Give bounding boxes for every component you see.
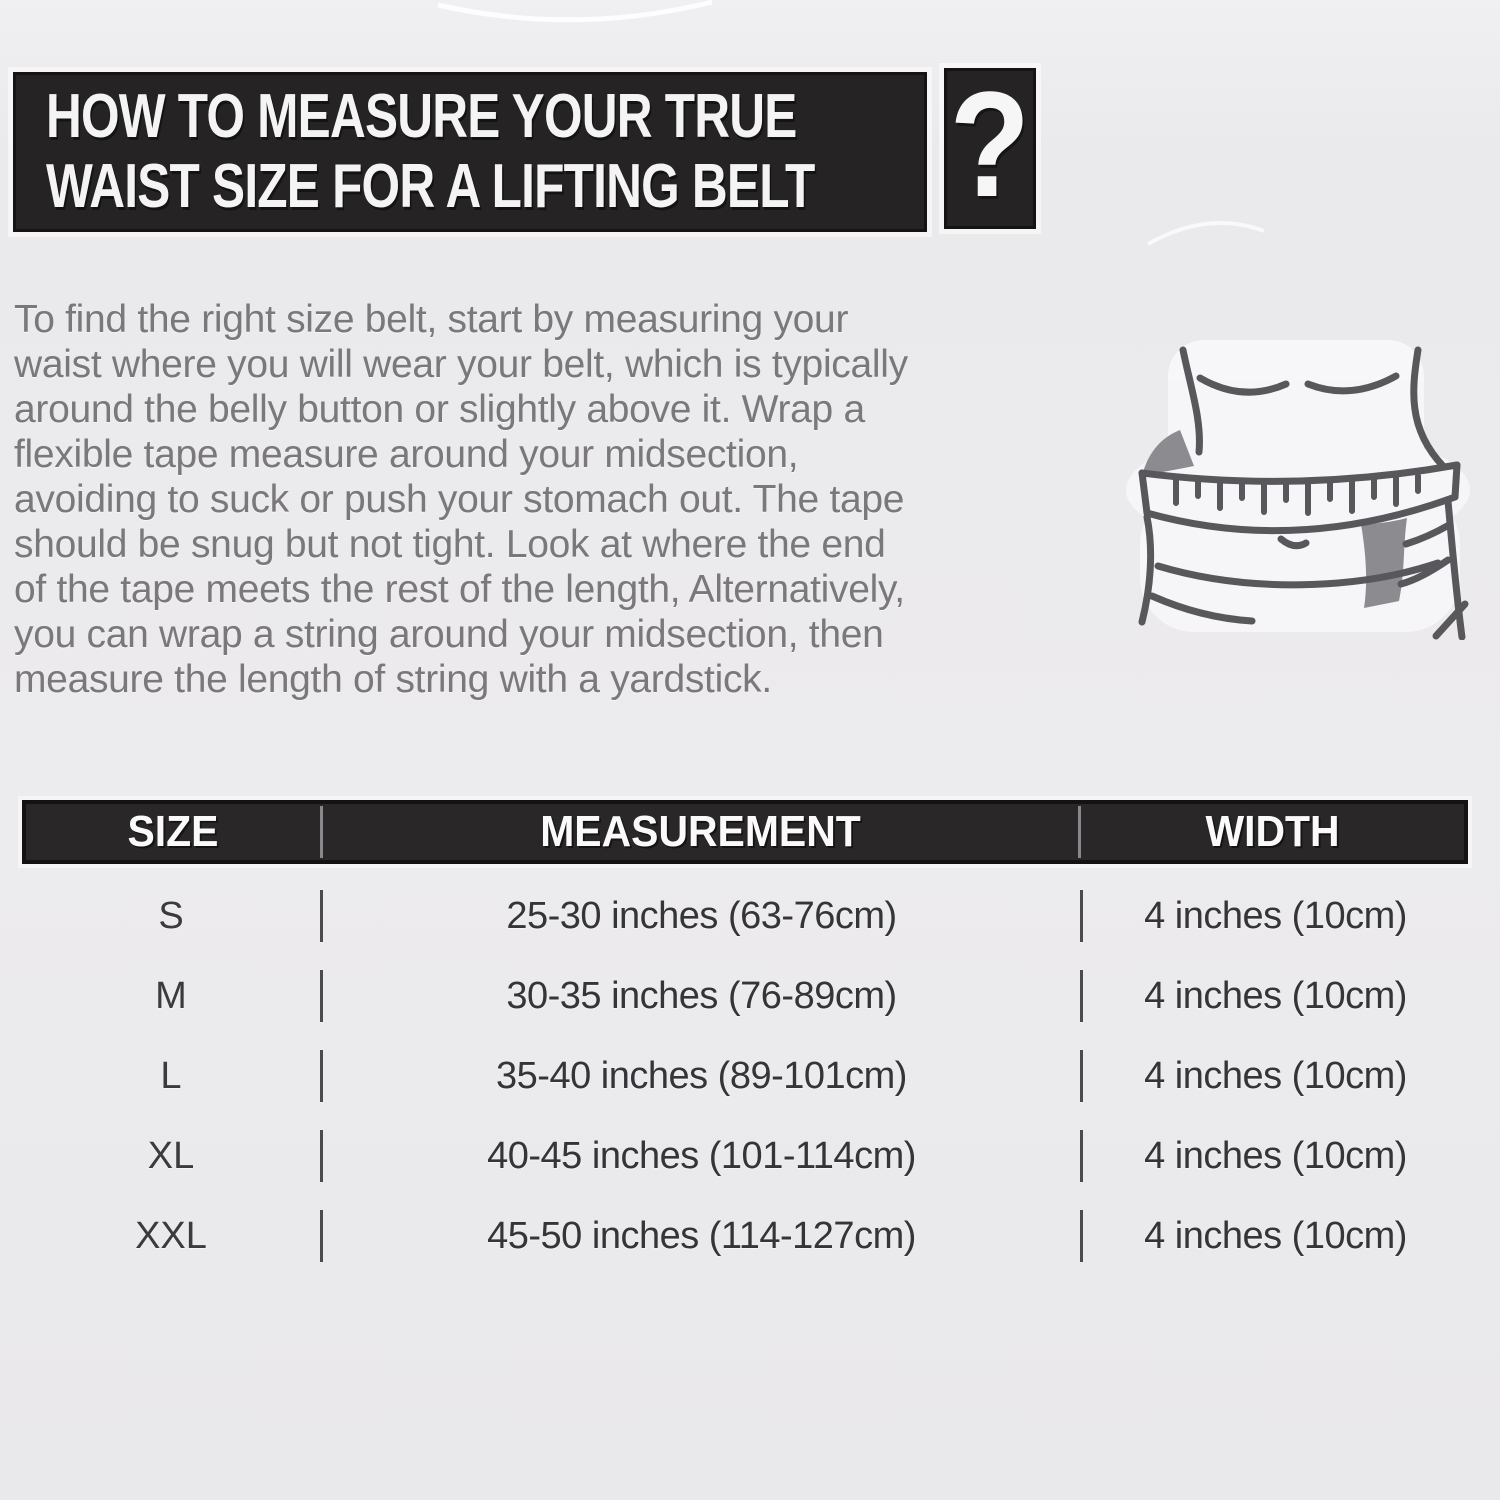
size-cell: XXL bbox=[135, 1214, 207, 1257]
tape-strap-right bbox=[1361, 518, 1407, 608]
question-mark-box: ? bbox=[944, 68, 1036, 229]
intro-line: you can wrap a string around your midsec… bbox=[14, 613, 884, 656]
table-row: XL 40-45 inches (101-114cm) 4 inches (10… bbox=[22, 1116, 1468, 1196]
width-cell: 4 inches (10cm) bbox=[1144, 1134, 1407, 1177]
intro-line: around the belly button or slightly abov… bbox=[14, 388, 865, 431]
cell-divider bbox=[1080, 1130, 1083, 1182]
header-divider bbox=[1078, 806, 1081, 858]
torso-outline bbox=[1138, 346, 1469, 640]
width-cell: 4 inches (10cm) bbox=[1144, 1054, 1407, 1097]
intro-line: waist where you will wear your belt, whi… bbox=[14, 343, 908, 386]
measurement-cell: 25-30 inches (63-76cm) bbox=[506, 894, 897, 937]
cell-divider bbox=[1080, 1210, 1083, 1262]
intro-line: should be snug but not tight. Look at wh… bbox=[14, 523, 886, 566]
width-cell: 4 inches (10cm) bbox=[1144, 894, 1407, 937]
belly-button bbox=[1277, 535, 1310, 550]
cell-divider bbox=[320, 1130, 323, 1182]
column-header-width: WIDTH bbox=[1205, 807, 1340, 856]
intro-line: flexible tape measure around your midsec… bbox=[14, 433, 799, 476]
tape-top-edge bbox=[1138, 461, 1461, 485]
column-header-size: SIZE bbox=[127, 807, 219, 856]
page-title-line-2: WAIST SIZE FOR A LIFTING BELT bbox=[46, 152, 815, 221]
cell-divider bbox=[320, 890, 323, 942]
measurement-cell: 30-35 inches (76-89cm) bbox=[506, 974, 897, 1017]
cell-divider bbox=[1080, 970, 1083, 1022]
hip-right bbox=[1444, 497, 1466, 640]
size-table-header: SIZE MEASUREMENT WIDTH bbox=[22, 800, 1468, 864]
measurement-cell: 35-40 inches (89-101cm) bbox=[496, 1054, 907, 1097]
size-cell: S bbox=[158, 894, 184, 937]
title-banner: HOW TO MEASURE YOUR TRUE WAIST SIZE FOR … bbox=[13, 72, 927, 232]
table-row: XXL 45-50 inches (114-127cm) 4 inches (1… bbox=[22, 1196, 1468, 1276]
size-table-body: S 25-30 inches (63-76cm) 4 inches (10cm)… bbox=[22, 876, 1468, 1276]
table-row: S 25-30 inches (63-76cm) 4 inches (10cm) bbox=[22, 876, 1468, 956]
right-diagonal bbox=[1432, 600, 1469, 640]
page-title-line-1: HOW TO MEASURE YOUR TRUE bbox=[46, 82, 797, 151]
size-cell: XL bbox=[147, 1134, 195, 1177]
width-cell: 4 inches (10cm) bbox=[1144, 974, 1407, 1017]
tape-ticks bbox=[1173, 473, 1421, 516]
size-cell: L bbox=[160, 1054, 182, 1097]
chest-curve-left bbox=[1196, 374, 1290, 396]
waistband-line bbox=[1154, 559, 1442, 589]
intro-paragraph: To find the right size belt, start by me… bbox=[14, 297, 908, 702]
intro-line: To find the right size belt, start by me… bbox=[14, 298, 849, 341]
cell-divider bbox=[1080, 1050, 1083, 1102]
width-cell: 4 inches (10cm) bbox=[1144, 1214, 1407, 1257]
measurement-cell: 40-45 inches (101-114cm) bbox=[487, 1134, 916, 1177]
hip-left bbox=[1138, 513, 1155, 626]
tape-end-left bbox=[1142, 430, 1194, 476]
cell-divider bbox=[320, 1050, 323, 1102]
intro-line: of the tape meets the rest of the length… bbox=[14, 568, 905, 611]
right-rung-1 bbox=[1402, 521, 1453, 548]
cell-divider bbox=[1080, 890, 1083, 942]
size-cell: M bbox=[155, 974, 187, 1017]
chest-curve-right bbox=[1304, 372, 1400, 395]
header-divider bbox=[320, 806, 323, 858]
waist-measurement-illustration bbox=[1126, 340, 1470, 640]
cell-divider bbox=[320, 1210, 323, 1262]
measurement-cell: 45-50 inches (114-127cm) bbox=[487, 1214, 916, 1257]
waistband-line-2 bbox=[1148, 592, 1256, 625]
tape-bottom-edge bbox=[1143, 493, 1459, 535]
question-mark-icon: ? bbox=[949, 59, 1031, 228]
intro-line: avoiding to suck or push your stomach ou… bbox=[14, 478, 905, 521]
intro-line: measure the length of string with a yard… bbox=[14, 658, 772, 701]
table-row: L 35-40 inches (89-101cm) 4 inches (10cm… bbox=[22, 1036, 1468, 1116]
table-row: M 30-35 inches (76-89cm) 4 inches (10cm) bbox=[22, 956, 1468, 1036]
column-header-measurement: MEASUREMENT bbox=[540, 807, 861, 856]
right-rung-2 bbox=[1397, 556, 1452, 588]
cell-divider bbox=[320, 970, 323, 1022]
tape-gray-ends bbox=[1142, 430, 1407, 608]
